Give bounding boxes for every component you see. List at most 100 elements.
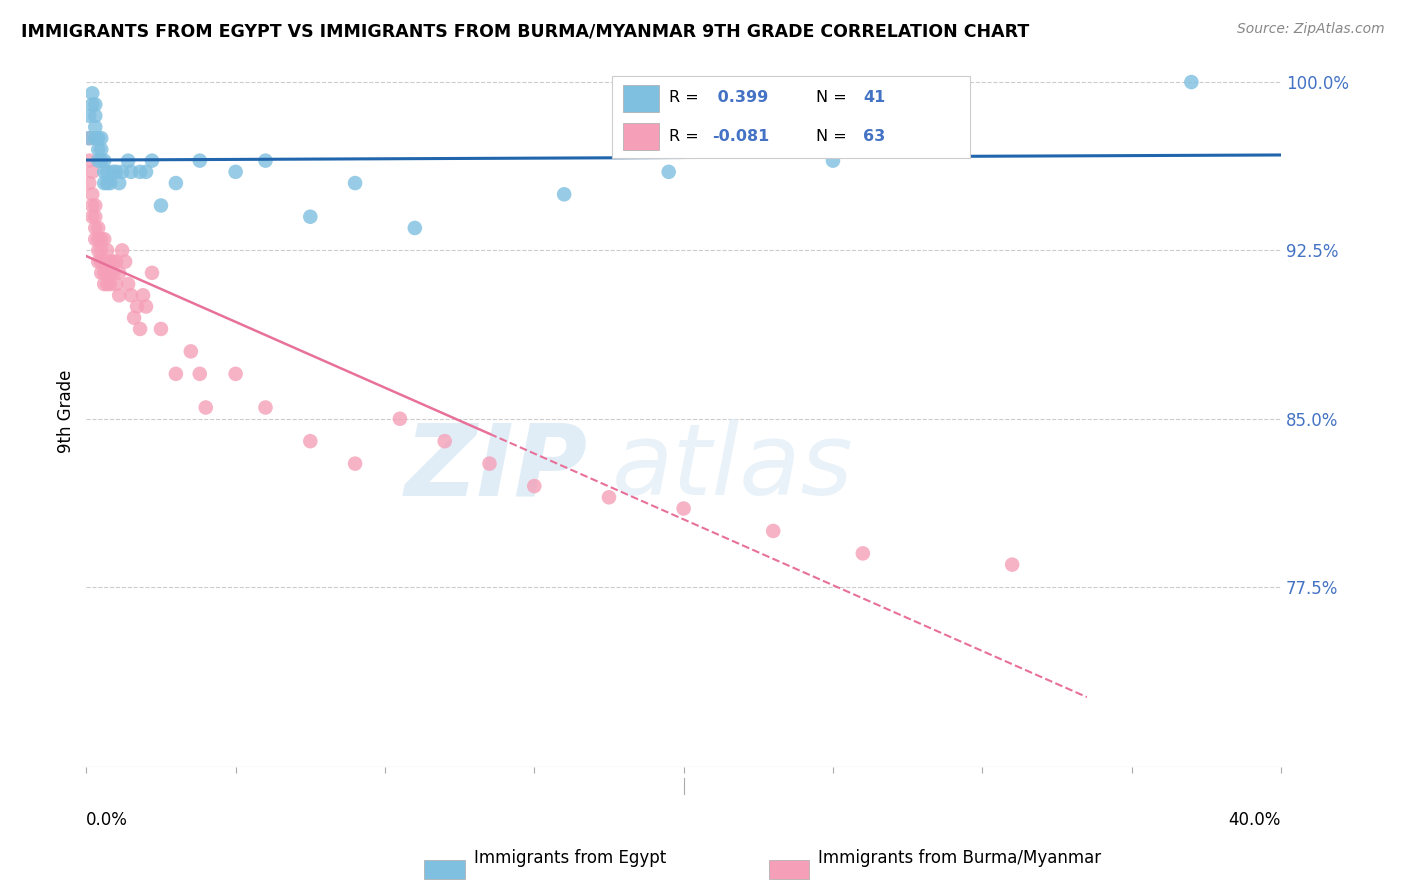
Point [87, 221, 110, 235]
Point [149, 322, 172, 336]
Point [114, 254, 136, 268]
Text: IMMIGRANTS FROM EGYPT VS IMMIGRANTS FROM BURMA/MYANMAR 9TH GRADE CORRELATION CHA: IMMIGRANTS FROM EGYPT VS IMMIGRANTS FROM… [21, 22, 1029, 40]
Point [762, 524, 785, 538]
Point [84, 97, 107, 112]
Point [141, 266, 163, 280]
FancyBboxPatch shape [425, 860, 464, 880]
Point [93, 165, 115, 179]
Point [1001, 558, 1024, 572]
Point [84, 198, 107, 212]
Point [96, 165, 118, 179]
Point [101, 165, 124, 179]
Point [344, 176, 367, 190]
Point [77, 131, 100, 145]
Point [105, 254, 128, 268]
Point [165, 176, 187, 190]
Point [132, 288, 155, 302]
Point [105, 165, 128, 179]
Point [299, 210, 322, 224]
Point [135, 165, 157, 179]
Text: 0.0%: 0.0% [86, 812, 128, 830]
Point [87, 232, 110, 246]
Point [96, 176, 118, 190]
Point [852, 546, 875, 560]
Point [111, 244, 134, 258]
Point [87, 244, 110, 258]
Point [84, 210, 107, 224]
Point [108, 176, 131, 190]
Point [90, 254, 112, 268]
Point [87, 153, 110, 168]
Point [254, 401, 277, 415]
Point [93, 176, 115, 190]
Point [388, 411, 411, 425]
Point [553, 187, 575, 202]
Point [90, 142, 112, 156]
Point [149, 198, 172, 212]
Point [404, 221, 426, 235]
Point [125, 300, 148, 314]
Y-axis label: 9th Grade: 9th Grade [58, 369, 75, 452]
Point [98, 266, 121, 280]
Point [598, 490, 620, 504]
Point [165, 367, 187, 381]
Point [84, 131, 107, 145]
Point [84, 221, 107, 235]
Point [96, 266, 118, 280]
Point [658, 165, 681, 179]
Point [254, 153, 277, 168]
Point [117, 153, 139, 168]
Point [108, 288, 131, 302]
Point [93, 153, 115, 168]
Point [82, 87, 104, 101]
Point [98, 254, 121, 268]
Point [77, 176, 100, 190]
Point [87, 142, 110, 156]
Point [84, 109, 107, 123]
Point [98, 176, 121, 190]
Point [111, 165, 134, 179]
Point [101, 266, 124, 280]
Point [188, 153, 211, 168]
Text: Immigrants from Egypt: Immigrants from Egypt [474, 849, 666, 867]
Point [135, 300, 157, 314]
Point [93, 254, 115, 268]
Text: 40.0%: 40.0% [1229, 812, 1281, 830]
Point [90, 131, 112, 145]
Point [672, 501, 695, 516]
Point [101, 254, 124, 268]
Point [344, 457, 367, 471]
Point [98, 277, 121, 291]
Point [180, 344, 202, 359]
Point [82, 198, 104, 212]
Point [141, 153, 163, 168]
Point [96, 244, 118, 258]
Point [93, 277, 115, 291]
Point [433, 434, 456, 449]
Point [523, 479, 546, 493]
Point [299, 434, 322, 449]
Point [77, 109, 100, 123]
Point [120, 288, 142, 302]
Point [821, 153, 844, 168]
FancyBboxPatch shape [769, 860, 808, 880]
Point [84, 120, 107, 134]
Point [77, 131, 100, 145]
Point [77, 153, 100, 168]
Point [93, 232, 115, 246]
Point [117, 277, 139, 291]
Point [188, 367, 211, 381]
Point [90, 153, 112, 168]
Point [120, 165, 142, 179]
Point [90, 232, 112, 246]
Point [1180, 75, 1202, 89]
Point [82, 165, 104, 179]
Point [194, 401, 217, 415]
Text: ZIP: ZIP [405, 419, 588, 516]
Point [90, 244, 112, 258]
Text: Immigrants from Burma/Myanmar: Immigrants from Burma/Myanmar [818, 849, 1101, 867]
Point [108, 266, 131, 280]
Point [87, 254, 110, 268]
Point [82, 187, 104, 202]
Point [90, 266, 112, 280]
